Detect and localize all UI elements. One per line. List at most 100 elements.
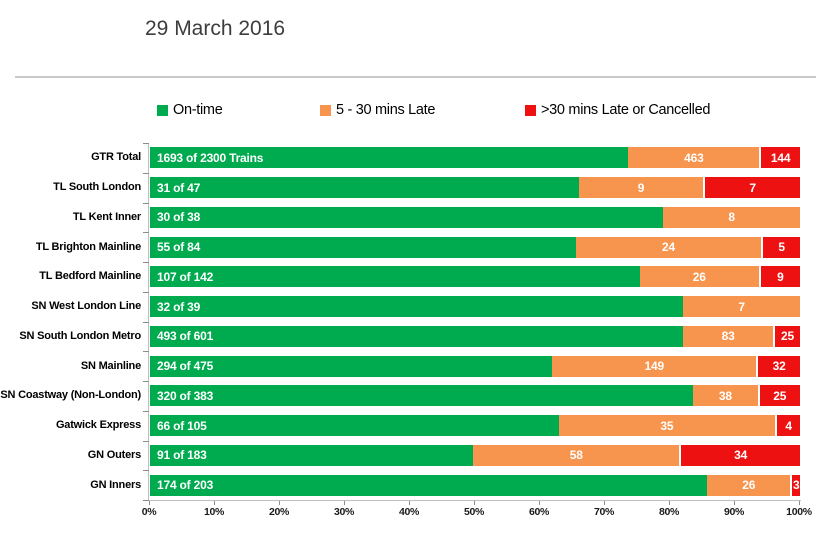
bar-value-label: 149 bbox=[644, 359, 665, 374]
bar-track: 493 of 601 83 25 bbox=[150, 325, 800, 347]
bar-track: 174 of 203 26 3 bbox=[150, 474, 800, 496]
title-divider bbox=[15, 76, 816, 78]
bar-value-label: 26 bbox=[742, 478, 756, 493]
category-tick bbox=[143, 500, 149, 501]
x-axis-tick-label: 100% bbox=[786, 506, 812, 518]
x-axis-tick-label: 30% bbox=[333, 506, 355, 518]
category-label: TL South London bbox=[53, 181, 141, 194]
bar-segment-on-time: 493 of 601 bbox=[150, 325, 684, 347]
category-label: SN South London Metro bbox=[19, 329, 141, 342]
category-label: GN Outers bbox=[87, 448, 141, 461]
bar-value-label: 493 of 601 bbox=[157, 329, 214, 344]
bar-value-label: 7 bbox=[738, 299, 745, 314]
x-axis-tick-label: 50% bbox=[463, 506, 485, 518]
bar-track: 107 of 142 26 9 bbox=[150, 266, 800, 288]
bar-track: 91 of 183 58 34 bbox=[150, 444, 800, 466]
bar-segment-on-time: 55 of 84 bbox=[150, 236, 576, 258]
category-tick bbox=[143, 202, 149, 204]
bar-segment-on-time: 174 of 203 bbox=[150, 474, 708, 496]
bar-segment-5-30-late: 58 bbox=[473, 444, 680, 466]
bar-value-label: 55 of 84 bbox=[157, 240, 201, 255]
bar-segment-30plus-late-cancelled: 5 bbox=[761, 236, 800, 258]
bar-value-label: 25 bbox=[780, 329, 794, 344]
bar-value-label: 83 bbox=[721, 329, 735, 344]
bar-value-label: 58 bbox=[569, 448, 583, 463]
category-tick bbox=[143, 381, 149, 382]
category-tick bbox=[143, 470, 149, 472]
bar-segment-30plus-late-cancelled: 34 bbox=[679, 444, 800, 466]
bar-value-label: 32 bbox=[772, 359, 786, 374]
bar-value-label: 9 bbox=[637, 180, 645, 195]
x-axis-tick-label: 90% bbox=[723, 506, 745, 518]
bar-segment-on-time: 31 of 47 bbox=[150, 177, 579, 199]
legend-swatch-30plus-late-cancelled bbox=[525, 104, 536, 116]
category-tick bbox=[143, 351, 149, 353]
bar-value-label: 8 bbox=[728, 210, 735, 225]
legend-swatch-on-time bbox=[157, 104, 168, 116]
category-tick bbox=[143, 291, 149, 293]
legend-item-5-30-late: 5 - 30 mins Late bbox=[320, 102, 435, 118]
category-label: SN Coastway (Non-London) bbox=[0, 389, 141, 402]
bar-track: 30 of 38 8 bbox=[150, 206, 800, 228]
bar-value-label: 7 bbox=[749, 180, 756, 195]
bar-segment-5-30-late: 24 bbox=[575, 236, 762, 258]
bar-segment-30plus-late-cancelled: 144 bbox=[759, 147, 800, 169]
bar-track: 32 of 39 7 bbox=[150, 296, 800, 318]
bar-value-label: 144 bbox=[770, 150, 791, 165]
legend-label-5-30-late: 5 - 30 mins Late bbox=[336, 102, 436, 118]
legend-item-on-time: On-time bbox=[157, 102, 223, 118]
bar-segment-on-time: 1693 of 2300 Trains bbox=[150, 147, 629, 169]
bar-value-label: 25 bbox=[773, 388, 787, 403]
bar-value-label: 31 of 47 bbox=[157, 180, 201, 195]
x-axis-tick-label: 10% bbox=[203, 506, 225, 518]
x-axis-tick-label: 40% bbox=[398, 506, 420, 518]
bar-value-label: 463 bbox=[684, 150, 704, 165]
category-tick bbox=[143, 262, 149, 263]
x-axis-tick-label: 20% bbox=[268, 506, 290, 518]
category-label: Gatwick Express bbox=[55, 419, 141, 432]
category-tick bbox=[143, 410, 149, 412]
category-label: TL Kent Inner bbox=[72, 210, 141, 223]
bar-segment-5-30-late: 8 bbox=[663, 206, 800, 228]
x-axis-tick-label: 70% bbox=[593, 506, 615, 518]
category-label: SN Mainline bbox=[80, 359, 141, 372]
bar-segment-on-time: 294 of 475 bbox=[150, 355, 553, 377]
bar-value-label: 9 bbox=[777, 269, 784, 284]
category-label: GTR Total bbox=[91, 151, 141, 164]
bar-value-label: 3 bbox=[792, 478, 800, 493]
bar-segment-30plus-late-cancelled: 25 bbox=[772, 325, 800, 347]
legend-label-on-time: On-time bbox=[173, 102, 223, 118]
bar-value-label: 174 of 203 bbox=[157, 478, 214, 493]
bar-value-label: 107 of 142 bbox=[157, 269, 214, 284]
bar-segment-5-30-late: 9 bbox=[578, 177, 704, 199]
legend-item-30plus-late-cancelled: >30 mins Late or Cancelled bbox=[525, 102, 710, 118]
category-label: TL Bedford Mainline bbox=[39, 270, 141, 283]
bar-track: 294 of 475 149 32 bbox=[150, 355, 800, 377]
x-axis-tick bbox=[214, 501, 215, 505]
bar-value-label: 32 of 39 bbox=[157, 299, 201, 314]
bar-segment-30plus-late-cancelled: 9 bbox=[758, 266, 800, 288]
bar-track: 1693 of 2300 Trains 463 144 bbox=[150, 147, 800, 169]
x-axis-tick bbox=[279, 501, 280, 505]
bar-value-label: 26 bbox=[692, 269, 706, 284]
category-tick bbox=[143, 232, 149, 234]
x-axis-tick bbox=[474, 501, 475, 505]
x-axis-tick bbox=[799, 501, 800, 505]
bar-track: 66 of 105 35 4 bbox=[150, 415, 800, 437]
category-label: SN West London Line bbox=[31, 300, 141, 313]
bar-value-label: 38 bbox=[718, 388, 732, 403]
category-tick bbox=[143, 321, 149, 323]
bar-track: 31 of 47 9 7 bbox=[150, 177, 800, 199]
legend-label-30plus-late-cancelled: >30 mins Late or Cancelled bbox=[541, 102, 711, 118]
bar-value-label: 5 bbox=[778, 240, 785, 255]
category-tick bbox=[143, 172, 149, 174]
bar-value-label: 1693 of 2300 Trains bbox=[157, 150, 264, 165]
bar-value-label: 4 bbox=[785, 418, 792, 433]
bar-segment-on-time: 107 of 142 bbox=[150, 266, 640, 288]
legend-swatch-5-30-late bbox=[320, 104, 331, 116]
bar-segment-5-30-late: 7 bbox=[683, 296, 800, 318]
bar-segment-5-30-late: 83 bbox=[683, 325, 773, 347]
bar-segment-on-time: 66 of 105 bbox=[150, 415, 559, 437]
